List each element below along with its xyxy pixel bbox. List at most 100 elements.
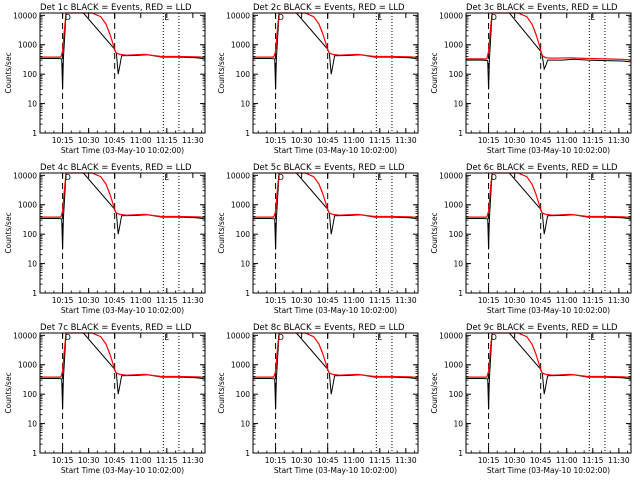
plot-frame [252, 172, 419, 294]
y-axis-label: Counts/sec [430, 52, 439, 93]
chart-panel-2: Det 2c BLACK = Events, RED = LLDDL110100… [217, 3, 419, 155]
y-tick-label: 1 [458, 449, 463, 458]
x-tick-label: 10:30 [78, 136, 100, 145]
y-axis-label: Counts/sec [4, 52, 13, 93]
y-tick-label: 100 [23, 230, 38, 239]
x-axis-label: Start Time (03-May-10 10:02:00) [274, 306, 397, 315]
x-tick-label: 10:45 [317, 296, 339, 305]
y-tick-label: 100 [236, 390, 251, 399]
x-tick-label: 11:30 [608, 456, 630, 465]
y-tick-label: 10000 [226, 331, 250, 340]
y-tick-label: 10000 [439, 11, 463, 20]
y-tick-label: 10 [453, 100, 463, 109]
y-tick-label: 10 [27, 420, 37, 429]
series-line-lld [40, 12, 206, 58]
x-tick-label: 10:45 [317, 136, 339, 145]
corner-marker-d: D [65, 173, 71, 182]
x-tick-label: 11:00 [130, 456, 152, 465]
x-tick-label: 11:30 [395, 136, 417, 145]
x-tick-label: 10:15 [478, 456, 500, 465]
y-tick-label: 1 [245, 129, 250, 138]
y-tick-label: 1000 [444, 361, 463, 370]
y-tick-label: 10 [27, 100, 37, 109]
x-axis-label: Start Time (03-May-10 10:02:00) [61, 146, 184, 155]
x-tick-label: 10:45 [530, 296, 552, 305]
x-tick-label: 11:15 [156, 296, 178, 305]
x-tick-label: 10:15 [52, 136, 74, 145]
chart-title: Det 5c BLACK = Events, RED = LLD [253, 163, 405, 173]
x-tick-label: 10:15 [478, 296, 500, 305]
y-tick-label: 10 [453, 420, 463, 429]
plot-frame [252, 12, 419, 134]
y-tick-label: 10000 [439, 171, 463, 180]
y-axis-label: Counts/sec [4, 372, 13, 413]
x-tick-label: 10:45 [104, 456, 126, 465]
x-axis-label: Start Time (03-May-10 10:02:00) [61, 466, 184, 475]
y-tick-label: 10000 [226, 11, 250, 20]
y-axis-label: Counts/sec [4, 212, 13, 253]
x-tick-label: 11:30 [395, 456, 417, 465]
x-tick-label: 10:45 [104, 296, 126, 305]
x-tick-label: 10:15 [52, 456, 74, 465]
y-tick-label: 1 [32, 289, 37, 298]
x-tick-label: 11:15 [369, 456, 391, 465]
x-tick-label: 11:15 [156, 456, 178, 465]
y-axis-label: Counts/sec [217, 52, 226, 93]
y-axis-label: Counts/sec [430, 212, 439, 253]
y-tick-label: 1 [32, 129, 37, 138]
x-tick-label: 10:30 [504, 296, 526, 305]
y-tick-label: 10000 [13, 331, 37, 340]
x-tick-label: 10:15 [265, 296, 287, 305]
y-tick-label: 10 [240, 100, 250, 109]
chart-title: Det 3c BLACK = Events, RED = LLD [466, 3, 618, 13]
y-tick-label: 10 [240, 420, 250, 429]
x-tick-label: 10:45 [530, 136, 552, 145]
x-tick-label: 10:30 [291, 456, 313, 465]
plot-frame [39, 12, 206, 134]
x-tick-label: 11:15 [582, 136, 604, 145]
x-axis-label: Start Time (03-May-10 10:02:00) [487, 146, 610, 155]
y-tick-label: 1000 [231, 41, 250, 50]
x-tick-label: 11:30 [608, 296, 630, 305]
chart-title: Det 7c BLACK = Events, RED = LLD [40, 323, 192, 333]
corner-marker-d: D [65, 13, 71, 22]
y-tick-label: 10000 [226, 171, 250, 180]
x-tick-label: 10:15 [52, 296, 74, 305]
y-tick-label: 1000 [231, 201, 250, 210]
x-tick-label: 10:15 [478, 136, 500, 145]
series-line-events [466, 12, 632, 90]
x-tick-label: 11:30 [182, 456, 204, 465]
y-tick-label: 1 [458, 289, 463, 298]
chart-panel-8: Det 8c BLACK = Events, RED = LLDDL110100… [217, 323, 419, 475]
plot-frame [252, 332, 419, 454]
y-tick-label: 100 [236, 230, 251, 239]
chart-panel-3: Det 3c BLACK = Events, RED = LLDDL110100… [430, 3, 632, 155]
y-tick-label: 100 [236, 70, 251, 79]
y-tick-label: 100 [23, 390, 38, 399]
x-tick-label: 10:30 [78, 296, 100, 305]
x-tick-label: 11:15 [369, 296, 391, 305]
x-tick-label: 11:00 [556, 136, 578, 145]
x-tick-label: 11:30 [395, 296, 417, 305]
y-tick-label: 10 [240, 260, 250, 269]
x-axis-label: Start Time (03-May-10 10:02:00) [487, 466, 610, 475]
x-tick-label: 11:00 [130, 296, 152, 305]
chart-title: Det 8c BLACK = Events, RED = LLD [253, 323, 405, 333]
x-tick-label: 10:30 [78, 456, 100, 465]
x-tick-label: 10:30 [504, 456, 526, 465]
chart-title: Det 2c BLACK = Events, RED = LLD [253, 3, 405, 13]
plot-frame [39, 332, 206, 454]
y-tick-label: 100 [449, 230, 464, 239]
x-tick-label: 10:45 [530, 456, 552, 465]
corner-marker-d: D [65, 333, 71, 342]
x-tick-label: 11:30 [182, 136, 204, 145]
x-tick-label: 10:30 [504, 136, 526, 145]
y-tick-label: 1 [458, 129, 463, 138]
y-tick-label: 1 [32, 449, 37, 458]
x-tick-label: 11:00 [343, 296, 365, 305]
y-tick-label: 1000 [231, 361, 250, 370]
plot-frame [465, 12, 632, 134]
chart-title: Det 6c BLACK = Events, RED = LLD [466, 163, 618, 173]
x-tick-label: 11:30 [608, 136, 630, 145]
